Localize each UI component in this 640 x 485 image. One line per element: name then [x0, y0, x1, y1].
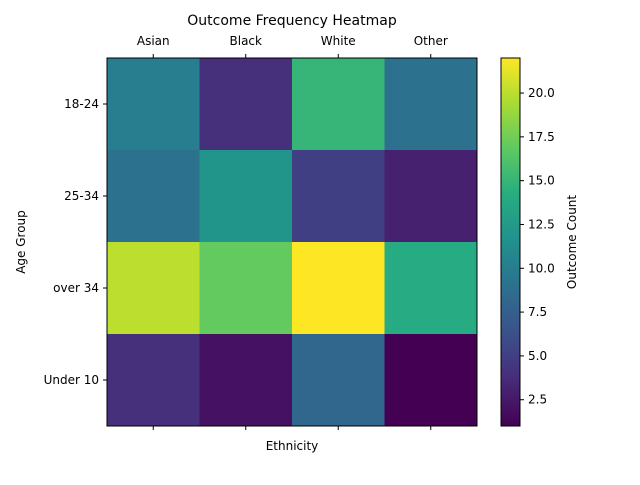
heatmap-cell	[384, 334, 478, 427]
colorbar-ticks: 2.5 5.0 7.5 10.0 12.5 15.0 17.5 20.0	[520, 86, 555, 407]
heatmap-cell	[292, 58, 385, 151]
heatmap-cells	[107, 58, 478, 427]
x-axis-ticks: Asian Black White Other	[137, 34, 448, 430]
heatmap-cell	[384, 242, 478, 335]
heatmap-cell	[292, 242, 385, 335]
heatmap-cell	[292, 150, 385, 243]
heatmap-cell	[292, 334, 385, 427]
x-tick-label: Asian	[137, 34, 170, 48]
colorbar-tick-label: 7.5	[528, 305, 547, 319]
y-axis-ticks: 18-24 25-34 over 34 Under 10	[44, 97, 107, 387]
colorbar-label: Outcome Count	[565, 195, 579, 290]
x-tick-label: Other	[414, 34, 448, 48]
colorbar-tick-label: 15.0	[528, 174, 555, 188]
y-axis-label: Age Group	[14, 210, 28, 274]
heatmap-cell	[107, 150, 200, 243]
y-tick-label: 25-34	[64, 189, 99, 203]
x-tick-label: Black	[230, 34, 263, 48]
y-tick-label: 18-24	[64, 97, 99, 111]
heatmap-cell	[199, 58, 293, 151]
heatmap-cell	[199, 150, 293, 243]
heatmap-cell	[107, 242, 200, 335]
chart-title: Outcome Frequency Heatmap	[187, 13, 397, 29]
x-axis-label: Ethnicity	[266, 439, 319, 453]
x-tick-label: White	[321, 34, 356, 48]
y-tick-label: over 34	[53, 281, 99, 295]
colorbar	[500, 57, 521, 427]
heatmap-cell	[384, 150, 478, 243]
colorbar-tick-label: 10.0	[528, 261, 555, 275]
y-tick-label: Under 10	[44, 373, 99, 387]
colorbar-tick-label: 5.0	[528, 349, 547, 363]
colorbar-tick-label: 20.0	[528, 86, 555, 100]
colorbar-tick-label: 17.5	[528, 130, 555, 144]
heatmap-cell	[107, 334, 200, 427]
heatmap-cell	[107, 58, 200, 151]
colorbar-tick-label: 2.5	[528, 393, 547, 407]
colorbar-tick-label: 12.5	[528, 217, 555, 231]
heatmap-cell	[199, 334, 293, 427]
heatmap-cell	[199, 242, 293, 335]
heatmap-cell	[384, 58, 478, 151]
plot-frame	[106, 57, 478, 427]
